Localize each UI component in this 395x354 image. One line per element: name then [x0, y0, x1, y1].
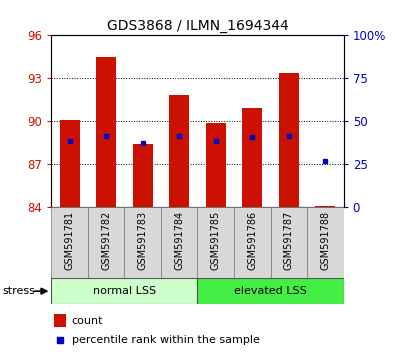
FancyBboxPatch shape: [234, 207, 271, 278]
FancyBboxPatch shape: [307, 207, 344, 278]
FancyBboxPatch shape: [88, 207, 124, 278]
Text: GSM591783: GSM591783: [138, 211, 148, 270]
Text: GSM591788: GSM591788: [320, 211, 330, 270]
Bar: [169, 96, 189, 207]
Text: normal LSS: normal LSS: [93, 286, 156, 296]
FancyBboxPatch shape: [271, 207, 307, 278]
Bar: [96, 57, 116, 207]
Text: percentile rank within the sample: percentile rank within the sample: [72, 335, 260, 345]
Bar: [206, 123, 226, 207]
FancyBboxPatch shape: [198, 207, 234, 278]
Bar: [60, 120, 80, 207]
Bar: [242, 108, 262, 207]
Text: GSM591785: GSM591785: [211, 211, 221, 270]
Bar: [133, 144, 153, 207]
Text: stress: stress: [2, 286, 35, 296]
Bar: [279, 73, 299, 207]
Text: GSM591781: GSM591781: [65, 211, 75, 270]
Bar: [54, 314, 66, 327]
FancyBboxPatch shape: [161, 207, 198, 278]
Bar: [315, 206, 335, 207]
FancyBboxPatch shape: [124, 207, 161, 278]
Text: GSM591784: GSM591784: [174, 211, 184, 270]
Text: GSM591782: GSM591782: [101, 211, 111, 270]
Bar: [51, 278, 198, 304]
Text: GSM591786: GSM591786: [247, 211, 257, 270]
Title: GDS3868 / ILMN_1694344: GDS3868 / ILMN_1694344: [107, 19, 288, 33]
Text: elevated LSS: elevated LSS: [234, 286, 307, 296]
FancyBboxPatch shape: [51, 207, 88, 278]
Text: count: count: [72, 316, 103, 326]
Bar: [198, 278, 344, 304]
Text: GSM591787: GSM591787: [284, 211, 294, 270]
